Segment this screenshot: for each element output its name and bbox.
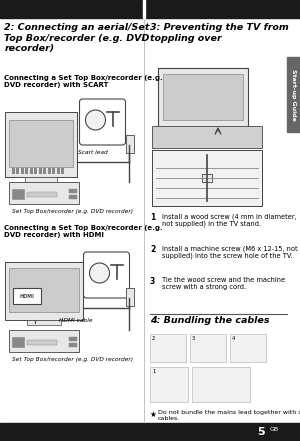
Bar: [68, 337, 76, 341]
Bar: [43, 168, 46, 174]
Text: ★: ★: [150, 410, 157, 419]
Bar: [152, 150, 262, 206]
Bar: [25, 168, 28, 174]
Circle shape: [85, 110, 106, 130]
Text: Set Top Box/recorder (e.g. DVD recorder): Set Top Box/recorder (e.g. DVD recorder): [12, 209, 133, 214]
Bar: [192, 367, 250, 402]
Bar: [34, 168, 37, 174]
Bar: [202, 174, 212, 182]
Bar: [13, 288, 40, 304]
Text: 4: 4: [232, 336, 236, 341]
Text: Connecting a Set Top Box/recorder (e.g.
DVD recorder) with SCART: Connecting a Set Top Box/recorder (e.g. …: [4, 75, 163, 88]
Bar: [26, 340, 56, 345]
Bar: [150, 334, 186, 362]
Bar: [11, 337, 23, 347]
Bar: [8, 182, 79, 204]
Text: 2: Connecting an aerial/Set
Top Box/recorder (e.g. DVD
recorder): 2: Connecting an aerial/Set Top Box/reco…: [4, 23, 150, 53]
Bar: [126, 288, 134, 306]
Text: Do not bundle the mains lead together with other
cables.: Do not bundle the mains lead together wi…: [158, 410, 300, 421]
Bar: [8, 330, 79, 352]
Bar: [61, 168, 64, 174]
Bar: [56, 168, 59, 174]
Bar: [38, 168, 41, 174]
Bar: [158, 68, 248, 128]
Bar: [52, 168, 55, 174]
Text: Connecting a Set Top Box/recorder (e.g.
DVD recorder) with HDMI: Connecting a Set Top Box/recorder (e.g. …: [4, 225, 163, 238]
Text: 3: 3: [192, 336, 195, 341]
Text: 1: 1: [152, 369, 155, 374]
Bar: [0, 423, 300, 441]
Text: 3: Preventing the TV from
toppling over: 3: Preventing the TV from toppling over: [150, 23, 289, 43]
Bar: [0, 0, 300, 18]
Bar: [143, 0, 145, 18]
Bar: [47, 168, 50, 174]
Bar: [8, 268, 79, 312]
Bar: [4, 262, 82, 320]
Text: 4: Bundling the cables: 4: Bundling the cables: [150, 316, 269, 325]
Bar: [11, 189, 23, 199]
Text: GB: GB: [270, 427, 279, 432]
Text: 2: 2: [152, 336, 155, 341]
Bar: [68, 343, 76, 347]
Bar: [150, 367, 188, 402]
Bar: [11, 168, 14, 174]
Text: 5: 5: [257, 427, 265, 437]
Bar: [20, 168, 23, 174]
Bar: [29, 168, 32, 174]
Bar: [163, 74, 243, 120]
Text: Scart lead: Scart lead: [78, 149, 108, 154]
Bar: [173, 128, 233, 134]
Bar: [4, 112, 76, 177]
Bar: [230, 334, 266, 362]
Bar: [26, 320, 61, 325]
Text: Install a wood screw (4 mm in diameter,
not supplied) in the TV stand.: Install a wood screw (4 mm in diameter, …: [162, 213, 297, 227]
Text: Start-up Guide: Start-up Guide: [291, 69, 296, 121]
Text: HDMI: HDMI: [19, 294, 34, 299]
Bar: [68, 195, 76, 199]
FancyBboxPatch shape: [80, 99, 125, 145]
Bar: [152, 126, 262, 148]
Bar: [16, 168, 19, 174]
Bar: [287, 57, 300, 132]
Text: 3: 3: [150, 277, 155, 286]
Circle shape: [89, 263, 110, 283]
Text: Set Top Box/recorder (e.g. DVD recorder): Set Top Box/recorder (e.g. DVD recorder): [12, 357, 133, 362]
Bar: [126, 135, 134, 153]
Text: Install a machine screw (M6 x 12-15, not
supplied) into the screw hole of the TV: Install a machine screw (M6 x 12-15, not…: [162, 245, 298, 259]
Text: 1: 1: [150, 213, 155, 222]
Bar: [68, 189, 76, 193]
FancyBboxPatch shape: [83, 252, 130, 298]
Text: Tie the wood screw and the machine
screw with a strong cord.: Tie the wood screw and the machine screw…: [162, 277, 285, 290]
Bar: [8, 120, 73, 167]
Text: HDMI cable: HDMI cable: [59, 318, 92, 322]
Text: 2: 2: [150, 245, 155, 254]
Bar: [26, 192, 56, 197]
Bar: [190, 334, 226, 362]
Bar: [25, 177, 56, 183]
